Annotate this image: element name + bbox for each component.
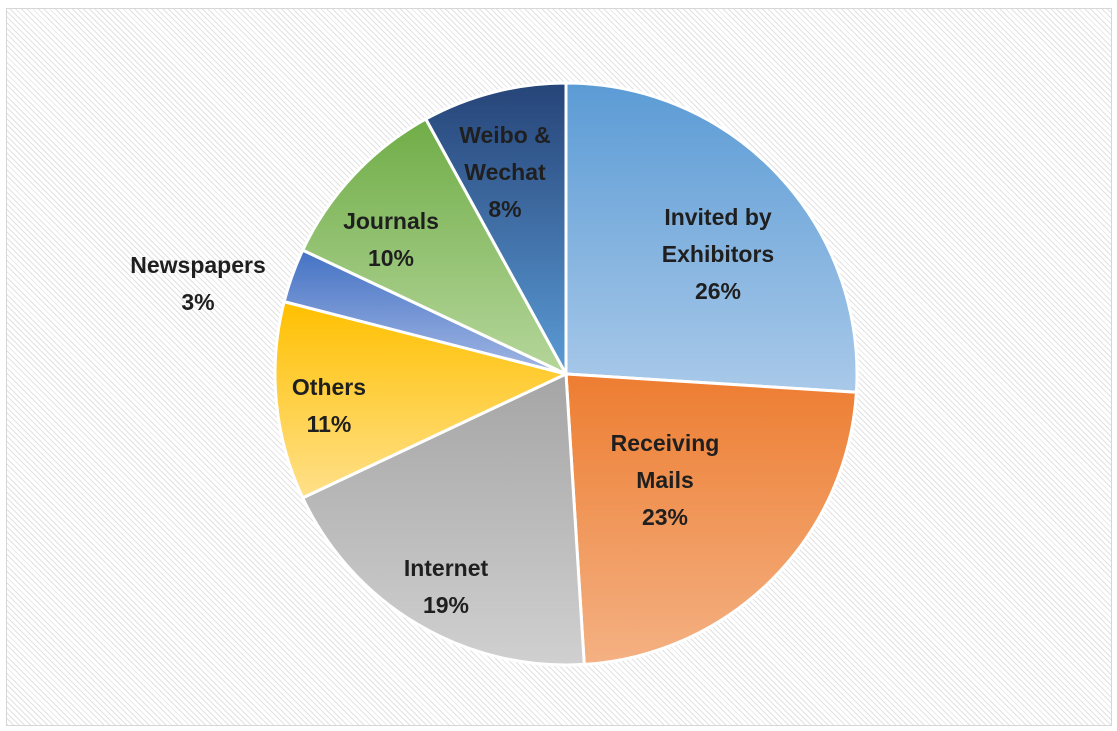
pie-slice [273, 300, 568, 500]
pie-slice [301, 117, 568, 376]
slice-category-label: Exhibitors [662, 241, 774, 267]
slice-label: Newspapers 3% [130, 252, 266, 315]
slice-category-label: Newspapers [130, 252, 266, 278]
slice-category-label: Internet [404, 555, 489, 581]
slice-value-label: 10% [368, 245, 414, 271]
slice-label: Journals 10% [343, 208, 439, 271]
slice-category-label: Others [292, 374, 366, 400]
pie-slice [564, 81, 859, 394]
slice-value-label: 19% [423, 592, 469, 618]
slice-value-label: 3% [181, 289, 214, 315]
slice-category-label: Weibo & [459, 122, 551, 148]
slice-value-label: 23% [642, 504, 688, 530]
slice-label: Invited by Exhibitors 26% [662, 204, 774, 304]
slice-value-label: 11% [307, 411, 352, 437]
slice-label: Internet 19% [404, 555, 489, 618]
pie-slice [301, 372, 586, 667]
slice-category-label: Mails [636, 467, 694, 493]
slice-category-label: Invited by [664, 204, 772, 230]
slice-label: Receiving Mails 23% [611, 430, 720, 530]
slice-category-label: Receiving [611, 430, 720, 456]
slice-label: Others 11% [292, 374, 366, 437]
slice-category-label: Journals [343, 208, 439, 234]
slice-label: Weibo & Wechat 8% [459, 122, 551, 222]
pie-slice [564, 372, 858, 666]
pie-slice [424, 81, 568, 376]
slice-value-label: 26% [695, 278, 741, 304]
slice-category-label: Wechat [464, 159, 546, 185]
slice-value-label: 8% [488, 196, 521, 222]
